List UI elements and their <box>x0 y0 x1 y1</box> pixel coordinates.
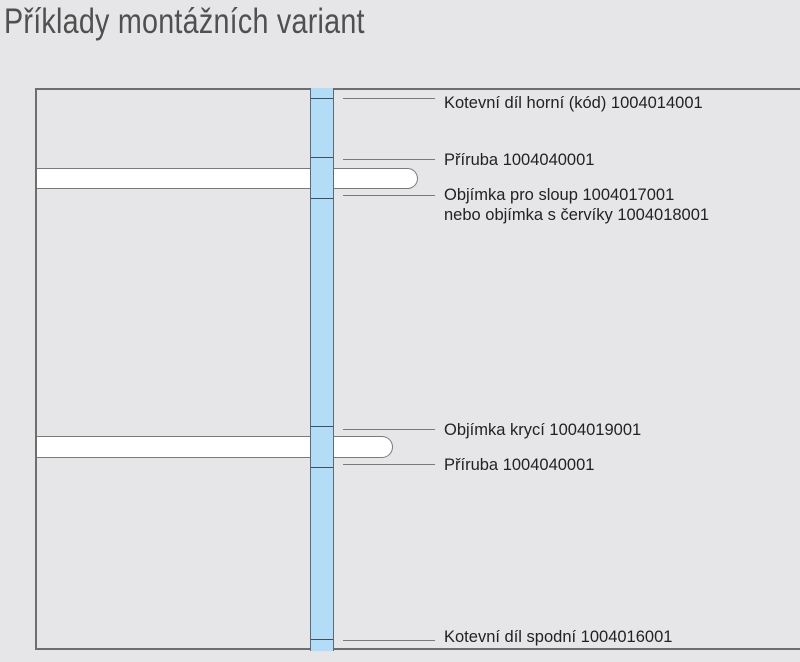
mounting-frame <box>35 88 800 650</box>
vertical-pole <box>310 88 334 651</box>
label-flange-bottom: Příruba 1004040001 <box>444 455 594 475</box>
page-title: Příklady montážních variant <box>4 2 365 41</box>
label-text: Objímka pro sloup 1004017001 <box>444 186 675 204</box>
flange-bottom-band <box>311 467 333 468</box>
label-text: Kotevní díl spodní 1004016001 <box>444 628 673 646</box>
horizontal-bar-upper <box>37 168 418 189</box>
leader-line <box>343 98 435 99</box>
horizontal-bar-lower <box>37 436 393 458</box>
anchor-top-band <box>311 98 333 99</box>
leader-line <box>343 159 435 160</box>
flange-top-band <box>311 157 333 158</box>
label-text: Objímka krycí 1004019001 <box>444 421 642 439</box>
label-text: nebo objímka s červíky 1004018001 <box>444 206 710 224</box>
label-cover-clamp: Objímka krycí 1004019001 <box>444 420 641 440</box>
label-anchor-top: Kotevní díl horní (kód) 1004014001 <box>444 93 703 113</box>
cover-clamp-band <box>311 426 333 427</box>
anchor-bottom-band <box>311 639 333 640</box>
label-text: Příruba 1004040001 <box>444 151 595 169</box>
label-text: Příruba 1004040001 <box>444 456 595 474</box>
leader-line <box>343 640 435 641</box>
label-flange-top: Příruba 1004040001 <box>444 150 594 170</box>
clamp-band <box>311 198 333 199</box>
leader-line <box>343 464 435 465</box>
label-clamp: Objímka pro sloup 1004017001 nebo objímka… <box>444 185 709 225</box>
label-anchor-bottom: Kotevní díl spodní 1004016001 <box>444 627 672 647</box>
leader-line <box>343 195 435 196</box>
leader-line <box>343 429 435 430</box>
label-text: Kotevní díl horní (kód) 1004014001 <box>444 94 703 112</box>
